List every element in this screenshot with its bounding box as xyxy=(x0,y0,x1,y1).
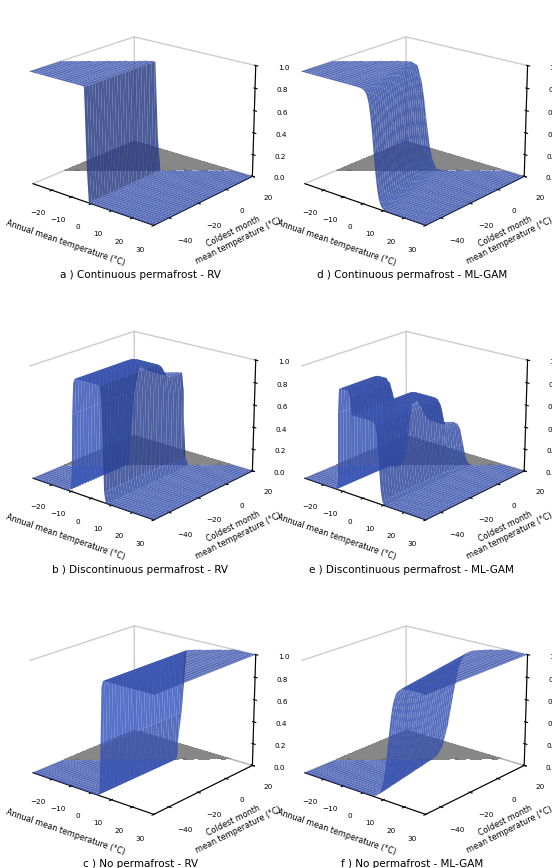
Title: b ) Discontinuous permafrost - RV: b ) Discontinuous permafrost - RV xyxy=(52,564,228,575)
Title: f ) No permafrost - ML-GAM: f ) No permafrost - ML-GAM xyxy=(341,859,483,868)
X-axis label: Annual mean temperature (°C): Annual mean temperature (°C) xyxy=(4,218,126,267)
X-axis label: Annual mean temperature (°C): Annual mean temperature (°C) xyxy=(277,218,397,267)
Y-axis label: Coldest month
mean temperature (°C): Coldest month mean temperature (°C) xyxy=(189,207,283,266)
Title: c ) No permafrost - RV: c ) No permafrost - RV xyxy=(82,859,198,868)
Title: a ) Continuous permafrost - RV: a ) Continuous permafrost - RV xyxy=(60,270,220,280)
Y-axis label: Coldest month
mean temperature (°C): Coldest month mean temperature (°C) xyxy=(189,502,283,561)
Y-axis label: Coldest month
mean temperature (°C): Coldest month mean temperature (°C) xyxy=(461,502,552,561)
X-axis label: Annual mean temperature (°C): Annual mean temperature (°C) xyxy=(4,513,126,562)
Title: e ) Discontinuous permafrost - ML-GAM: e ) Discontinuous permafrost - ML-GAM xyxy=(310,564,514,575)
X-axis label: Annual mean temperature (°C): Annual mean temperature (°C) xyxy=(277,807,397,857)
Title: d ) Continuous permafrost - ML-GAM: d ) Continuous permafrost - ML-GAM xyxy=(317,270,507,280)
X-axis label: Annual mean temperature (°C): Annual mean temperature (°C) xyxy=(277,513,397,562)
Y-axis label: Coldest month
mean temperature (°C): Coldest month mean temperature (°C) xyxy=(189,796,283,855)
X-axis label: Annual mean temperature (°C): Annual mean temperature (°C) xyxy=(4,807,126,857)
Y-axis label: Coldest month
mean temperature (°C): Coldest month mean temperature (°C) xyxy=(461,207,552,266)
Y-axis label: Coldest month
mean temperature (°C): Coldest month mean temperature (°C) xyxy=(461,796,552,855)
